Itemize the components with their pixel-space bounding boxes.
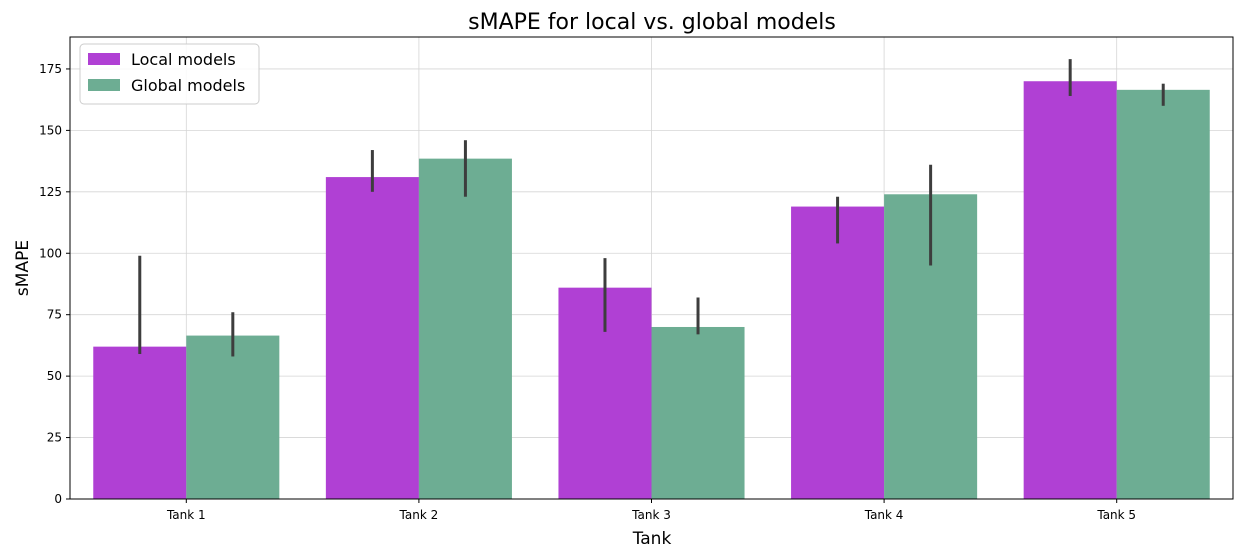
chart-title: sMAPE for local vs. global models bbox=[468, 10, 836, 35]
legend: Local models Global models bbox=[79, 43, 260, 105]
x-tick-label: Tank 5 bbox=[1096, 508, 1136, 522]
x-axis-title: Tank bbox=[632, 529, 672, 549]
bar-global bbox=[418, 158, 512, 499]
bar-global bbox=[186, 335, 280, 499]
legend-label: Global models bbox=[131, 76, 245, 95]
y-axis: 0 25 50 75 100 125 150 175 bbox=[39, 62, 70, 506]
legend-box bbox=[79, 43, 260, 105]
bar-local bbox=[93, 346, 187, 499]
y-tick-label: 175 bbox=[39, 62, 62, 76]
y-axis-title: sMAPE bbox=[13, 240, 33, 296]
x-tick-label: Tank 2 bbox=[399, 508, 439, 522]
x-tick-label: Tank 1 bbox=[166, 508, 206, 522]
y-tick-label: 150 bbox=[39, 123, 62, 137]
bar-global bbox=[651, 326, 745, 499]
legend-swatch bbox=[88, 53, 120, 65]
x-tick-label: Tank 4 bbox=[864, 508, 904, 522]
y-tick-label: 125 bbox=[39, 185, 62, 199]
y-tick-label: 25 bbox=[47, 431, 62, 445]
bar-local bbox=[791, 206, 885, 499]
y-tick-label: 0 bbox=[54, 492, 62, 506]
bar-local bbox=[1023, 81, 1117, 499]
y-tick-label: 50 bbox=[47, 369, 62, 383]
bars bbox=[93, 81, 1210, 499]
bar-local bbox=[325, 177, 419, 499]
x-tick-label: Tank 3 bbox=[631, 508, 671, 522]
legend-label: Local models bbox=[131, 50, 236, 69]
bar-global bbox=[1116, 89, 1210, 499]
legend-swatch bbox=[88, 79, 120, 91]
error-bars bbox=[138, 59, 1165, 357]
y-tick-label: 75 bbox=[47, 308, 62, 322]
y-tick-label: 100 bbox=[39, 246, 62, 260]
x-axis: Tank 1 Tank 2 Tank 3 Tank 4 Tank 5 bbox=[166, 499, 1136, 522]
